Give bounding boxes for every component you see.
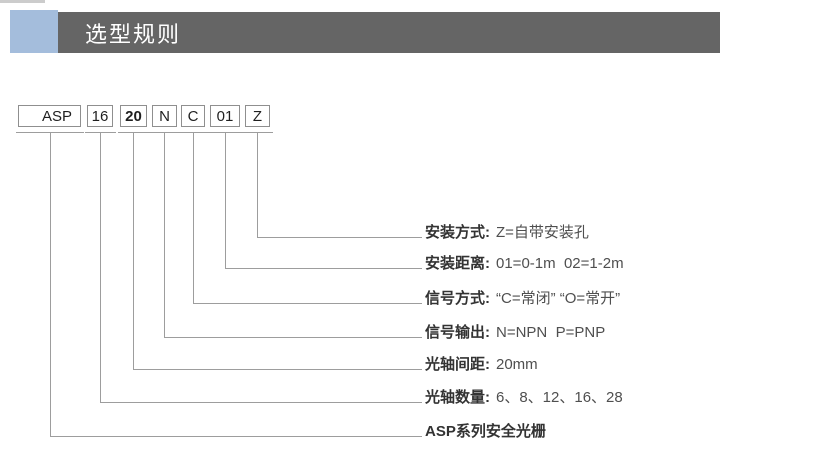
legend-value: 20mm — [496, 356, 538, 373]
code-segment-box-distance: 01 — [210, 105, 240, 127]
connector-line-vertical — [257, 132, 258, 238]
connector-line-horizontal — [257, 237, 422, 238]
legend-row-1: 安装距离: 01=0-1m 02=1-2m — [425, 255, 624, 272]
legend-value: 01=0-1m 02=1-2m — [496, 255, 624, 272]
legend-label: 光轴数量: — [425, 389, 490, 406]
connector-line-vertical — [100, 132, 101, 403]
legend-label: 安装距离: — [425, 255, 490, 272]
legend-label: 光轴间距: — [425, 356, 490, 373]
code-segment-box-beam-pitch: 20 — [120, 105, 147, 127]
code-segment-box-series: ASP — [18, 105, 81, 127]
header-accent-square — [10, 10, 58, 53]
legend-row-4: 光轴间距: 20mm — [425, 356, 538, 373]
connector-line-vertical — [50, 132, 51, 437]
connector-line-horizontal — [164, 337, 422, 338]
legend-row-5: 光轴数量: 6、8、12、16、28 — [425, 389, 623, 406]
connector-line-vertical — [193, 132, 194, 304]
connector-line-horizontal — [50, 436, 422, 437]
legend-value: 6、8、12、16、28 — [496, 389, 623, 406]
connector-line-horizontal — [225, 268, 422, 269]
legend-value: Z=自带安装孔 — [496, 224, 589, 241]
legend-row-2: 信号方式: “C=常闭” “O=常开” — [425, 290, 620, 307]
section-header-bar: 选型规则 — [58, 12, 720, 53]
legend-label: 信号方式: — [425, 290, 490, 307]
legend-row-3: 信号输出: N=NPN P=PNP — [425, 324, 605, 341]
connector-line-vertical — [133, 132, 134, 370]
connector-line-horizontal — [100, 402, 422, 403]
legend-row-6: ASP系列安全光栅 — [425, 423, 546, 440]
code-segment-box-signal-output: N — [152, 105, 177, 127]
page-title: 选型规则 — [85, 21, 182, 47]
legend-label: 信号输出: — [425, 324, 490, 341]
legend-value: N=NPN P=PNP — [496, 324, 606, 341]
connector-tick — [243, 132, 273, 133]
code-segment-box-mounting: Z — [245, 105, 270, 127]
top-edge-line — [0, 0, 45, 3]
code-segment-box-signal-mode: C — [181, 105, 205, 127]
connector-line-horizontal — [133, 369, 422, 370]
connector-line-horizontal — [193, 303, 422, 304]
legend-label: ASP系列安全光栅 — [425, 423, 546, 440]
connector-line-vertical — [164, 132, 165, 338]
code-segment-box-beam-count: 16 — [87, 105, 113, 127]
connector-tick — [118, 132, 150, 133]
legend-value: “C=常闭” “O=常开” — [496, 290, 621, 307]
connector-tick — [150, 132, 180, 133]
legend-row-0: 安装方式: Z=自带安装孔 — [425, 224, 589, 241]
connector-line-vertical — [225, 132, 226, 269]
legend-label: 安装方式: — [425, 224, 490, 241]
